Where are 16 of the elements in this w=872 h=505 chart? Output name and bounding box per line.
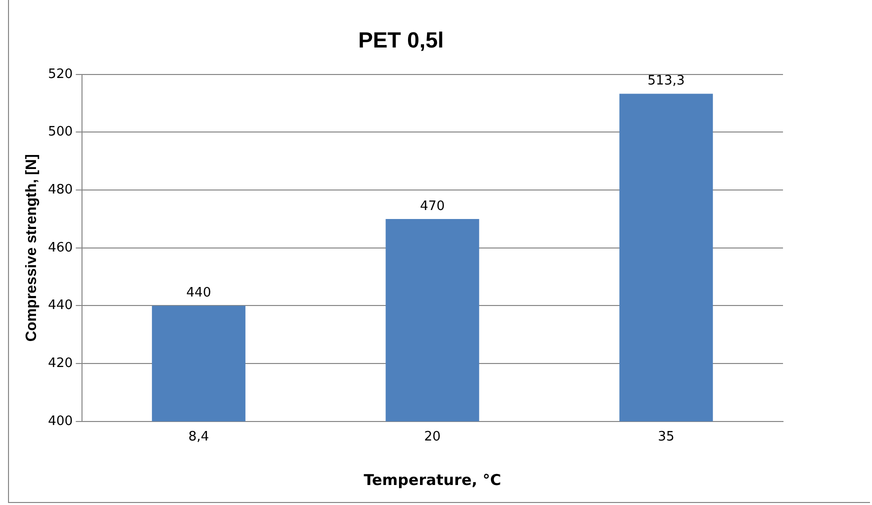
- y-tick-label: 480: [48, 182, 73, 198]
- data-label: 440: [186, 286, 212, 301]
- x-tick-label: 8,4: [188, 430, 210, 445]
- y-tick-label: 520: [48, 66, 73, 82]
- chart-title: PET 0,5l: [358, 27, 444, 52]
- x-tick-label: 20: [424, 430, 441, 445]
- y-tick-label: 420: [48, 356, 73, 371]
- y-tick-label: 440: [48, 298, 73, 314]
- data-label: 470: [420, 198, 445, 214]
- y-tick-label: 460: [48, 240, 73, 256]
- x-axis-title: Temperature, °C: [364, 470, 502, 489]
- y-axis-title: Compressive strength, [N]: [23, 154, 40, 342]
- data-label: 513,3: [648, 74, 685, 89]
- y-tick-label: 500: [48, 124, 73, 140]
- x-tick-label: 35: [658, 430, 674, 445]
- y-tick-label: 400: [48, 414, 73, 429]
